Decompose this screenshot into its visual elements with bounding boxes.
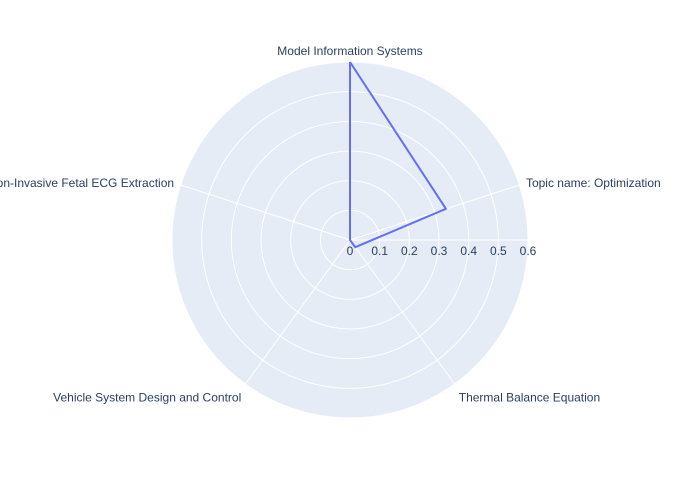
radial-tick-label: 0.5 [490,244,507,258]
angular-grid-line [180,184,351,241]
angular-axis-label: Model Information Systems [277,44,422,58]
angular-axis-label: Non-Invasive Fetal ECG Extraction [0,176,174,190]
radial-tick-label: 0.6 [520,244,537,258]
angular-axis-label: Vehicle System Design and Control [53,391,241,405]
series-line [349,61,447,249]
angular-grid-line [349,239,456,385]
angular-axis-label: Topic name: Optimization [526,176,661,190]
radial-tick-label: 0 [347,244,354,258]
radial-tick-labels: 0 0.1 0.2 0.3 0.4 0.5 0.6 [347,244,537,258]
radial-tick-label: 0.4 [460,244,477,258]
radial-tick-label: 0.3 [431,244,448,258]
angular-axis-label: Thermal Balance Equation [459,391,600,405]
series-layer [349,61,447,249]
angular-axis-labels: Model Information Systems Topic name: Opt… [0,44,661,405]
radial-tick-label: 0.1 [371,244,388,258]
radial-tick-label: 0.2 [401,244,418,258]
angular-grid-line [349,184,520,241]
angular-grid-line [244,239,351,385]
